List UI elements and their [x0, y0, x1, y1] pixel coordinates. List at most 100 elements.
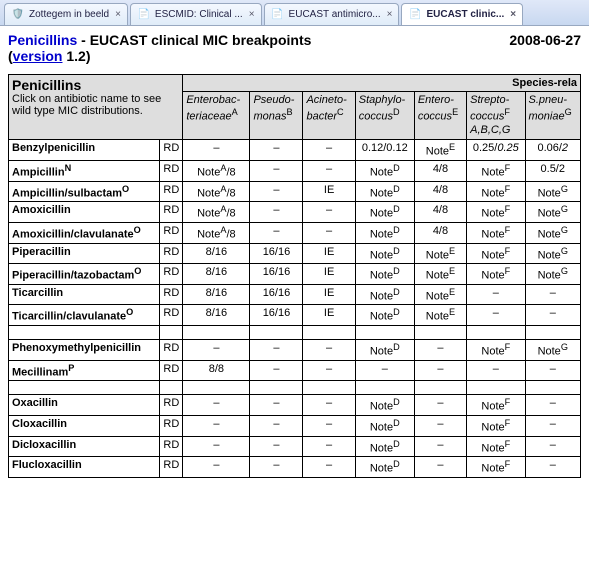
value-cell: –: [467, 360, 525, 381]
value-cell: –: [250, 181, 303, 202]
rd-cell: RD: [160, 264, 183, 285]
value-cell: –: [414, 395, 466, 416]
table-row: CloxacillinRD–––NoteD–NoteF–: [9, 416, 581, 437]
value-cell: NoteD: [355, 340, 414, 361]
antibiotic-name[interactable]: Flucloxacillin: [9, 457, 160, 478]
value-cell: 8/16: [183, 264, 250, 285]
value-cell: NoteD: [355, 395, 414, 416]
table-row: MecillinamPRD8/8––––––: [9, 360, 581, 381]
title-date: 2008-06-27: [509, 32, 581, 48]
value-cell: IE: [303, 305, 355, 326]
value-cell: NoteE: [414, 305, 466, 326]
antibiotic-name[interactable]: Dicloxacillin: [9, 436, 160, 457]
value-cell: –: [525, 360, 580, 381]
value-cell: NoteD: [355, 284, 414, 305]
value-cell: –: [183, 416, 250, 437]
value-cell: –: [183, 340, 250, 361]
value-cell: 4/8: [414, 202, 466, 223]
antibiotic-name[interactable]: Cloxacillin: [9, 416, 160, 437]
rd-cell: RD: [160, 284, 183, 305]
value-cell: –: [183, 457, 250, 478]
tab-close-icon[interactable]: ×: [249, 9, 255, 20]
value-cell: IE: [303, 264, 355, 285]
value-cell: –: [303, 222, 355, 243]
antibiotic-name[interactable]: Amoxicillin: [9, 202, 160, 223]
browser-tab[interactable]: 📄EUCAST antimicro...×: [264, 3, 400, 25]
value-cell: NoteD: [355, 222, 414, 243]
antibiotic-name[interactable]: Phenoxymethylpenicillin: [9, 340, 160, 361]
browser-tab[interactable]: 📄ESCMID: Clinical ...×: [130, 3, 262, 25]
value-cell: 16/16: [250, 284, 303, 305]
subtitle: (version 1.2): [8, 48, 581, 64]
value-cell: –: [414, 340, 466, 361]
rd-cell: RD: [160, 222, 183, 243]
rd-cell: RD: [160, 181, 183, 202]
spacer-row: [9, 381, 581, 395]
tab-label: EUCAST clinic...: [426, 9, 504, 20]
value-cell: –: [250, 416, 303, 437]
antibiotic-name[interactable]: Benzylpenicillin: [9, 140, 160, 161]
value-cell: –: [250, 457, 303, 478]
value-cell: –: [467, 284, 525, 305]
value-cell: NoteF: [467, 264, 525, 285]
column-header: Acineto-bacterC: [303, 92, 355, 140]
antibiotic-name[interactable]: Oxacillin: [9, 395, 160, 416]
value-cell: 8/8: [183, 360, 250, 381]
table-row: TicarcillinRD8/1616/16IENoteDNoteE––: [9, 284, 581, 305]
value-cell: –: [303, 395, 355, 416]
value-cell: IE: [303, 181, 355, 202]
browser-tabbar: 🛡️Zottegem in beeld×📄ESCMID: Clinical ..…: [0, 0, 589, 26]
browser-tab[interactable]: 📄EUCAST clinic...×: [401, 3, 523, 25]
antibiotic-name[interactable]: Ticarcillin/clavulanateO: [9, 305, 160, 326]
value-cell: –: [250, 395, 303, 416]
value-cell: –: [250, 160, 303, 181]
value-cell: NoteE: [414, 264, 466, 285]
column-header: Enterobac-teriaceaeA: [183, 92, 250, 140]
value-cell: –: [414, 436, 466, 457]
value-cell: –: [303, 360, 355, 381]
table-row: PiperacillinRD8/1616/16IENoteDNoteENoteF…: [9, 243, 581, 264]
tab-close-icon[interactable]: ×: [510, 9, 516, 20]
value-cell: 8/16: [183, 243, 250, 264]
value-cell: –: [303, 160, 355, 181]
value-cell: NoteF: [467, 457, 525, 478]
antibiotic-name[interactable]: Ticarcillin: [9, 284, 160, 305]
version-link[interactable]: version: [13, 48, 63, 64]
value-cell: –: [250, 202, 303, 223]
browser-tab[interactable]: 🛡️Zottegem in beeld×: [4, 3, 128, 25]
table-row: Amoxicillin/clavulanateORDNoteA/8––NoteD…: [9, 222, 581, 243]
value-cell: –: [250, 340, 303, 361]
column-header: Entero-coccusE: [414, 92, 466, 140]
value-cell: NoteE: [414, 243, 466, 264]
rd-cell: RD: [160, 340, 183, 361]
value-cell: NoteF: [467, 160, 525, 181]
value-cell: NoteG: [525, 202, 580, 223]
antibiotic-name[interactable]: AmpicillinN: [9, 160, 160, 181]
value-cell: 0.25/0.25: [467, 140, 525, 161]
value-cell: –: [303, 457, 355, 478]
value-cell: NoteF: [467, 222, 525, 243]
value-cell: –: [525, 395, 580, 416]
value-cell: 16/16: [250, 305, 303, 326]
antibiotic-name[interactable]: Amoxicillin/clavulanateO: [9, 222, 160, 243]
value-cell: NoteG: [525, 340, 580, 361]
value-cell: –: [414, 457, 466, 478]
antibiotic-name[interactable]: Ampicillin/sulbactamO: [9, 181, 160, 202]
tab-close-icon[interactable]: ×: [115, 9, 121, 20]
value-cell: NoteG: [525, 264, 580, 285]
tab-label: EUCAST antimicro...: [289, 9, 381, 20]
rd-cell: RD: [160, 457, 183, 478]
tab-favicon: 📄: [137, 8, 151, 22]
tab-close-icon[interactable]: ×: [387, 9, 393, 20]
antibiotic-name[interactable]: Piperacillin: [9, 243, 160, 264]
table-row: FlucloxacillinRD–––NoteD–NoteF–: [9, 457, 581, 478]
rd-cell: RD: [160, 202, 183, 223]
table-row: Ampicillin/sulbactamORDNoteA/8–IENoteD4/…: [9, 181, 581, 202]
value-cell: NoteF: [467, 395, 525, 416]
value-cell: NoteG: [525, 243, 580, 264]
value-cell: NoteD: [355, 416, 414, 437]
value-cell: NoteG: [525, 222, 580, 243]
value-cell: NoteF: [467, 202, 525, 223]
antibiotic-name[interactable]: MecillinamP: [9, 360, 160, 381]
antibiotic-name[interactable]: Piperacillin/tazobactamO: [9, 264, 160, 285]
